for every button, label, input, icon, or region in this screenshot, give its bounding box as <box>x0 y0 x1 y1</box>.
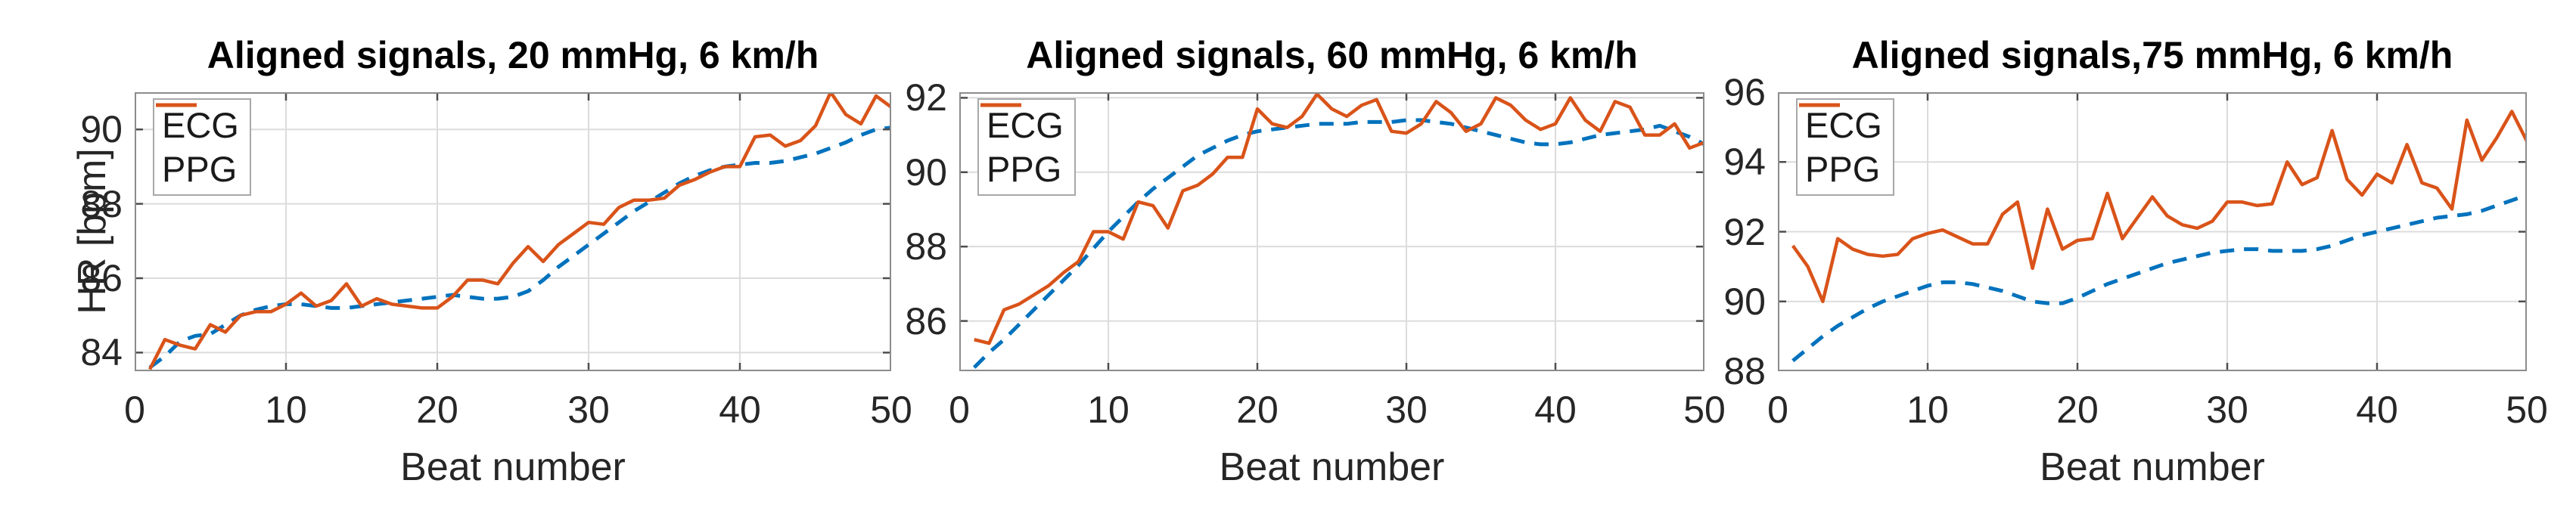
x-tick: 10 <box>265 389 307 431</box>
y-tick: 86 <box>905 299 947 342</box>
ecg-line <box>1791 193 2527 363</box>
y-tick: 84 <box>80 331 123 374</box>
x-axis-label: Beat number <box>400 445 626 489</box>
legend-label-ppg: PPG <box>987 148 1062 189</box>
y-tick: 86 <box>80 257 123 299</box>
y-tick: 88 <box>905 225 947 268</box>
plot-area-60mmhg: ECG PPG <box>959 92 1704 371</box>
x-tick: 20 <box>1236 389 1279 431</box>
x-axis-label: Beat number <box>2040 445 2265 489</box>
y-tick: 90 <box>1723 280 1766 323</box>
x-tick: 20 <box>416 389 458 431</box>
chart-title-75mmhg: Aligned signals,75 mmHg, 6 km/h <box>1851 34 2453 76</box>
x-tick: 0 <box>1767 389 1788 431</box>
x-tick: 10 <box>1906 389 1949 431</box>
chart-title-60mmhg: Aligned signals, 60 mmHg, 6 km/h <box>1026 34 1638 76</box>
gridlines <box>135 92 891 371</box>
legend-entry-ppg: PPG <box>156 103 239 189</box>
x-tick: 40 <box>1534 389 1577 431</box>
legend-label-ppg: PPG <box>1805 148 1881 189</box>
legend-entry-ecg: ECG <box>156 103 239 145</box>
x-tick: 30 <box>2206 389 2248 431</box>
axes-frame <box>1778 92 2527 371</box>
x-axis-label: Beat number <box>1219 445 1445 489</box>
x-tick: 50 <box>1683 389 1726 431</box>
legend-entry-ppg: PPG <box>980 103 1064 189</box>
legend-entry-ppg: PPG <box>1799 103 1882 189</box>
chart-title-20mmhg: Aligned signals, 20 mmHg, 6 km/h <box>207 34 819 76</box>
x-tick: 10 <box>1087 389 1130 431</box>
y-tick: 96 <box>1723 71 1766 113</box>
x-tick: 0 <box>949 389 970 431</box>
ecg-line <box>972 118 1704 369</box>
y-tick: 92 <box>905 76 947 119</box>
ppg-solid-line-sample <box>1799 103 1840 107</box>
legend-entry-ecg: ECG <box>980 103 1064 145</box>
ppg-line <box>148 92 891 370</box>
gridlines <box>1778 92 2527 371</box>
y-tick: 88 <box>80 182 123 225</box>
x-tick: 50 <box>2506 389 2548 431</box>
legend: ECG PPG <box>153 98 251 197</box>
plot-area-20mmhg: ECG PPG <box>135 92 891 371</box>
axes-frame <box>959 92 1704 371</box>
x-tick: 40 <box>2356 389 2398 431</box>
y-tick: 94 <box>1723 141 1766 184</box>
ppg-solid-line-sample <box>156 103 197 107</box>
y-tick: 88 <box>1723 350 1766 392</box>
x-tick: 0 <box>124 389 145 431</box>
legend-label-ecg: ECG <box>162 105 239 145</box>
legend-label-ppg: PPG <box>162 148 238 189</box>
x-tick: 50 <box>870 389 912 431</box>
legend-entry-ecg: ECG <box>1799 103 1882 145</box>
y-tick: 92 <box>1723 210 1766 253</box>
axes-frame <box>135 92 891 371</box>
ppg-solid-line-sample <box>980 103 1021 107</box>
legend-label-ecg: ECG <box>1805 105 1882 145</box>
legend-label-ecg: ECG <box>987 105 1064 145</box>
gridlines <box>959 92 1704 371</box>
legend: ECG PPG <box>977 98 1076 197</box>
y-tick: 90 <box>80 108 123 151</box>
legend: ECG PPG <box>1796 98 1894 197</box>
y-tick: 90 <box>905 150 947 194</box>
x-tick: 30 <box>1385 389 1428 431</box>
plot-area-75mmhg: ECG PPG <box>1778 92 2527 371</box>
ppg-line <box>974 92 1704 345</box>
x-tick: 30 <box>567 389 610 431</box>
x-tick: 40 <box>719 389 761 431</box>
ppg-line <box>1791 110 2527 304</box>
ecg-line <box>148 125 891 370</box>
x-tick: 20 <box>2056 389 2099 431</box>
